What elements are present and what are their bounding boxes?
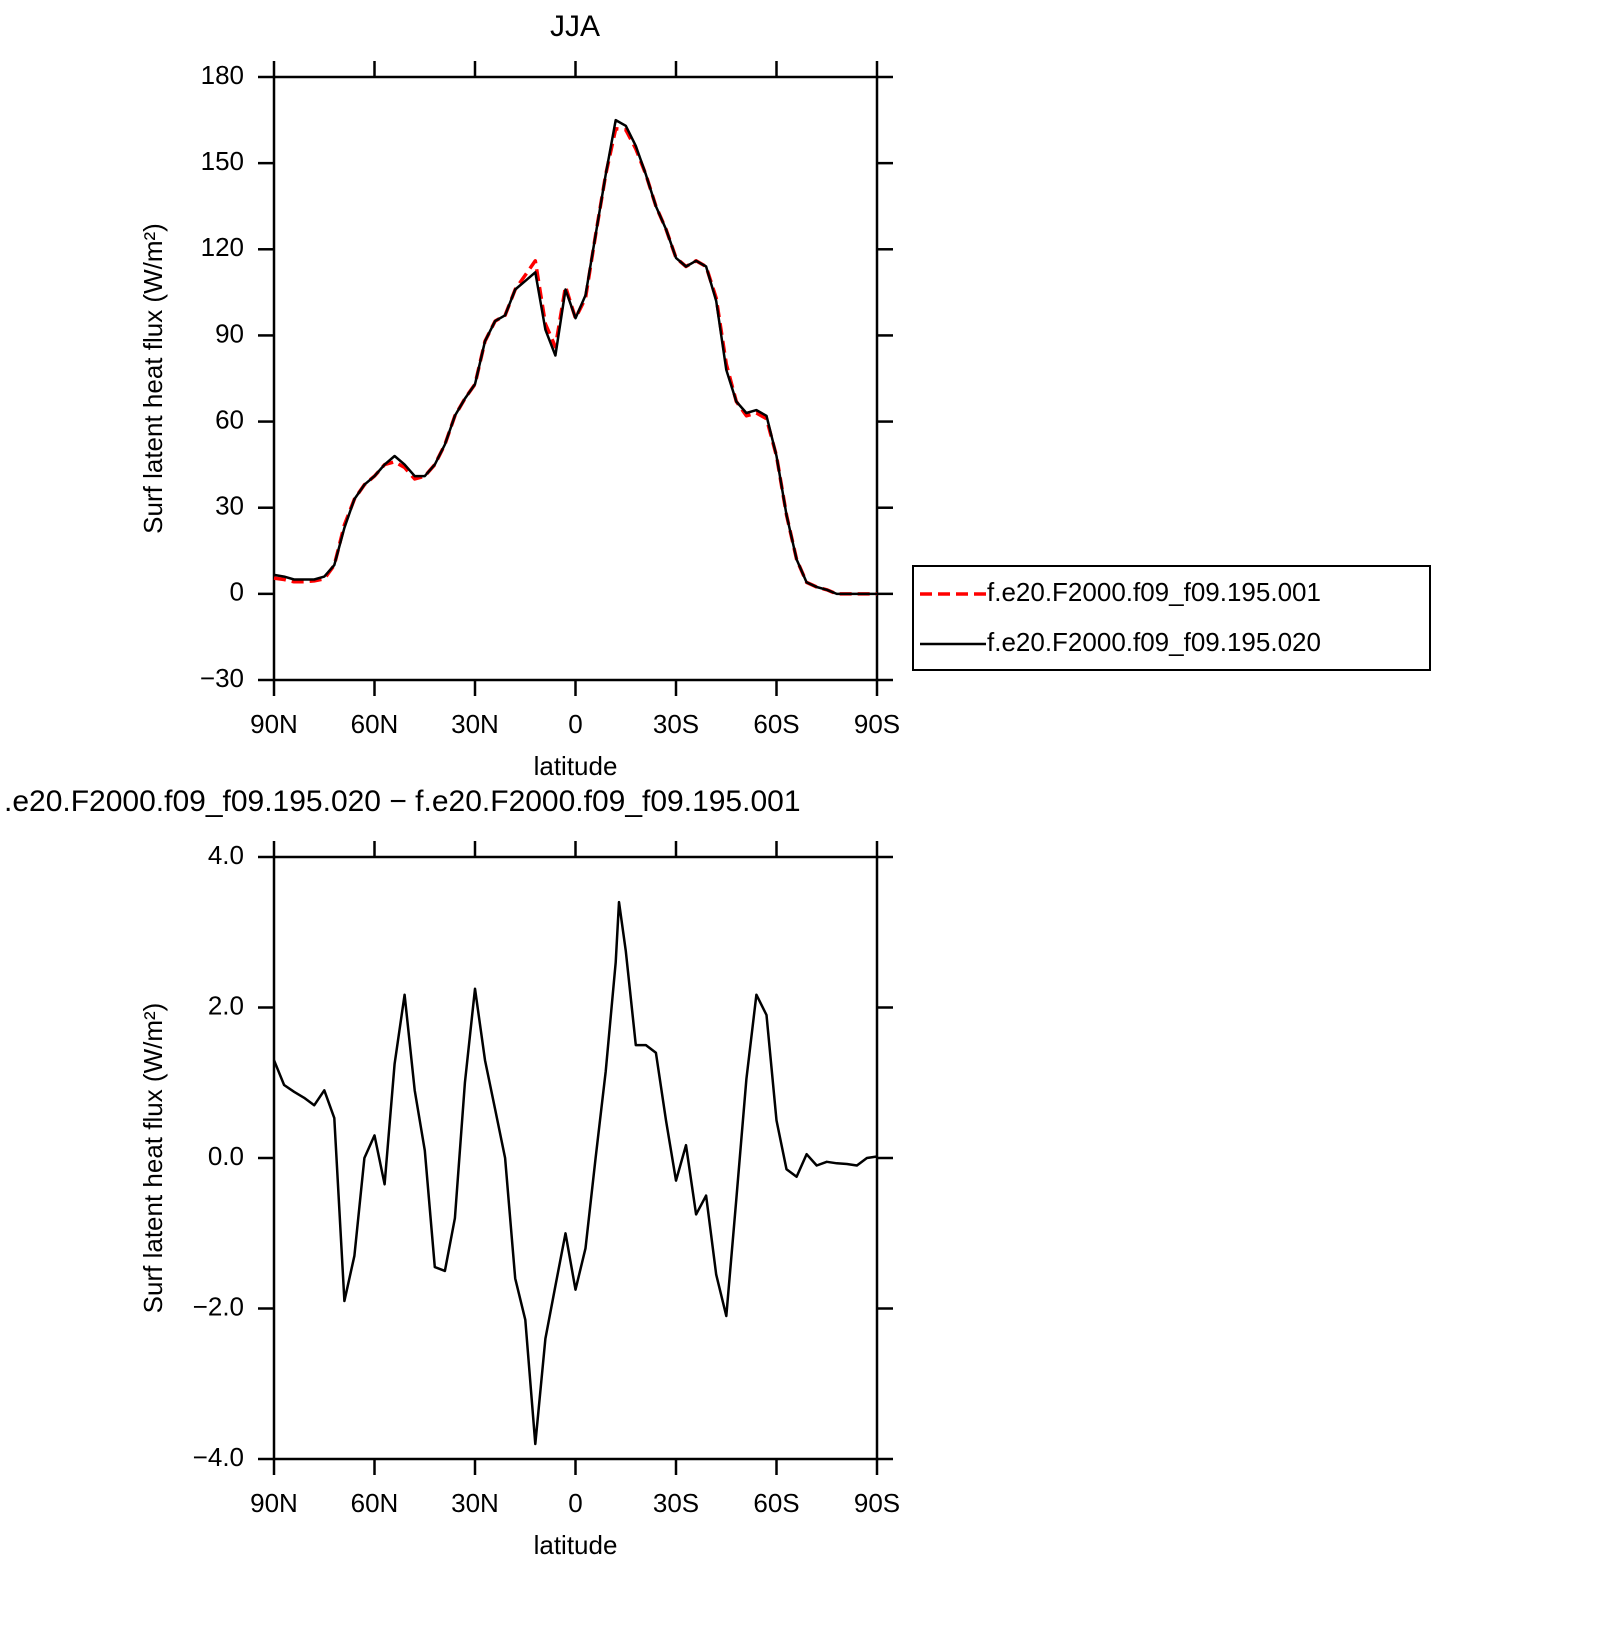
plot-frame [272, 75, 879, 682]
legend-box [912, 565, 1431, 671]
y-tick-label: 0.0 [208, 1141, 244, 1171]
series-line [273, 126, 877, 596]
y-tick-label: −30 [200, 663, 244, 693]
x-tick-label: 30N [451, 1488, 499, 1518]
x-tick-label: 0 [568, 1488, 582, 1518]
y-tick-label: −4.0 [193, 1442, 244, 1472]
x-tick-label: 90N [250, 1488, 298, 1518]
y-tick-label: 180 [201, 60, 244, 90]
x-tick-label: 90S [854, 709, 900, 739]
y-tick-label: −2.0 [193, 1291, 244, 1321]
x-axis-label: latitude [534, 751, 618, 781]
y-tick-label: 4.0 [208, 840, 244, 870]
x-tick-label: 60N [351, 709, 399, 739]
series-line [273, 118, 877, 596]
y-tick-label: 60 [215, 404, 244, 434]
y-tick-label: 2.0 [208, 990, 244, 1020]
x-tick-label: 30S [653, 709, 699, 739]
y-tick-label: 0 [230, 577, 244, 607]
x-tick-label: 30S [653, 1488, 699, 1518]
y-tick-label: 30 [215, 491, 244, 521]
x-tick-label: 0 [568, 709, 582, 739]
legend-label: f.e20.F2000.f09_f09.195.020 [987, 627, 1321, 657]
y-tick-label: 90 [215, 318, 244, 348]
x-tick-label: 90S [854, 1488, 900, 1518]
chart-title: JJA [550, 10, 600, 43]
x-tick-label: 60N [351, 1488, 399, 1518]
y-axis-label: Surf latent heat flux (W/m²) [138, 223, 168, 534]
y-axis-label: Surf latent heat flux (W/m²) [138, 1003, 168, 1314]
legend-label: f.e20.F2000.f09_f09.195.001 [987, 577, 1321, 607]
x-tick-label: 60S [753, 709, 799, 739]
chart-title: .e20.F2000.f09_f09.195.020 − f.e20.F2000… [4, 785, 801, 818]
x-tick-label: 60S [753, 1488, 799, 1518]
y-tick-label: 150 [201, 146, 244, 176]
x-tick-label: 90N [250, 709, 298, 739]
y-tick-label: 120 [201, 232, 244, 262]
x-axis-label: latitude [534, 1530, 618, 1560]
x-tick-label: 30N [451, 709, 499, 739]
series-line [272, 900, 878, 1446]
